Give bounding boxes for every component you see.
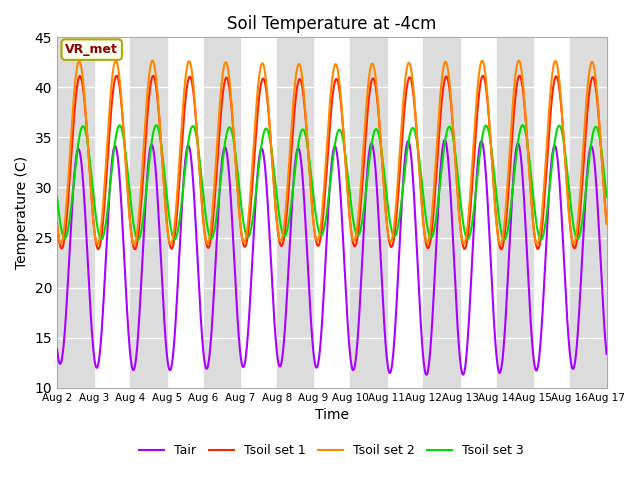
Line: Tsoil set 3: Tsoil set 3: [57, 125, 607, 240]
Tsoil set 2: [53, 221, 61, 227]
Tsoil set 2: [131, 241, 138, 247]
Tair: [88, 326, 95, 332]
Tsoil set 3: [118, 129, 126, 134]
Tair: [422, 372, 430, 378]
X-axis label: Time: Time: [315, 408, 349, 422]
Tair: [478, 138, 486, 144]
Tair: [433, 230, 441, 236]
Tsoil set 1: [603, 220, 611, 226]
Bar: [497, 37, 533, 388]
Bar: [350, 37, 387, 388]
Tsoil set 2: [224, 66, 232, 72]
Tsoil set 2: [433, 143, 441, 148]
Tair: [224, 158, 232, 164]
Tair: [603, 351, 611, 357]
Tsoil set 2: [118, 110, 126, 116]
Text: VR_met: VR_met: [65, 43, 118, 56]
Tsoil set 2: [119, 121, 127, 127]
Tsoil set 3: [477, 138, 485, 144]
Bar: [424, 37, 460, 388]
Tair: [441, 137, 449, 143]
Tsoil set 3: [603, 194, 611, 200]
Line: Tsoil set 2: Tsoil set 2: [57, 60, 607, 244]
Tsoil set 3: [433, 210, 441, 216]
Tsoil set 3: [53, 194, 61, 200]
Y-axis label: Temperature (C): Temperature (C): [15, 156, 29, 269]
Tsoil set 2: [88, 199, 95, 205]
Line: Tair: Tair: [57, 140, 607, 375]
Tair: [53, 347, 61, 352]
Tsoil set 1: [88, 197, 95, 203]
Bar: [131, 37, 167, 388]
Tsoil set 1: [497, 246, 505, 252]
Bar: [570, 37, 607, 388]
Tsoil set 1: [118, 114, 126, 120]
Bar: [204, 37, 240, 388]
Tair: [118, 220, 126, 226]
Title: Soil Temperature at -4cm: Soil Temperature at -4cm: [227, 15, 436, 33]
Legend: Tair, Tsoil set 1, Tsoil set 2, Tsoil set 3: Tair, Tsoil set 1, Tsoil set 2, Tsoil se…: [134, 440, 529, 463]
Tsoil set 3: [119, 132, 127, 138]
Tsoil set 2: [603, 221, 611, 227]
Tsoil set 3: [88, 175, 95, 181]
Tair: [119, 234, 127, 240]
Tsoil set 1: [224, 78, 232, 84]
Tsoil set 3: [134, 237, 142, 242]
Tsoil set 1: [53, 220, 61, 226]
Tsoil set 1: [120, 124, 127, 130]
Tsoil set 1: [433, 164, 441, 170]
Tsoil set 2: [477, 59, 485, 64]
Tsoil set 3: [224, 126, 232, 132]
Bar: [57, 37, 93, 388]
Tsoil set 3: [519, 122, 527, 128]
Tsoil set 1: [477, 75, 485, 81]
Line: Tsoil set 1: Tsoil set 1: [57, 76, 607, 249]
Bar: [277, 37, 314, 388]
Tsoil set 2: [515, 58, 523, 63]
Tsoil set 1: [113, 73, 120, 79]
